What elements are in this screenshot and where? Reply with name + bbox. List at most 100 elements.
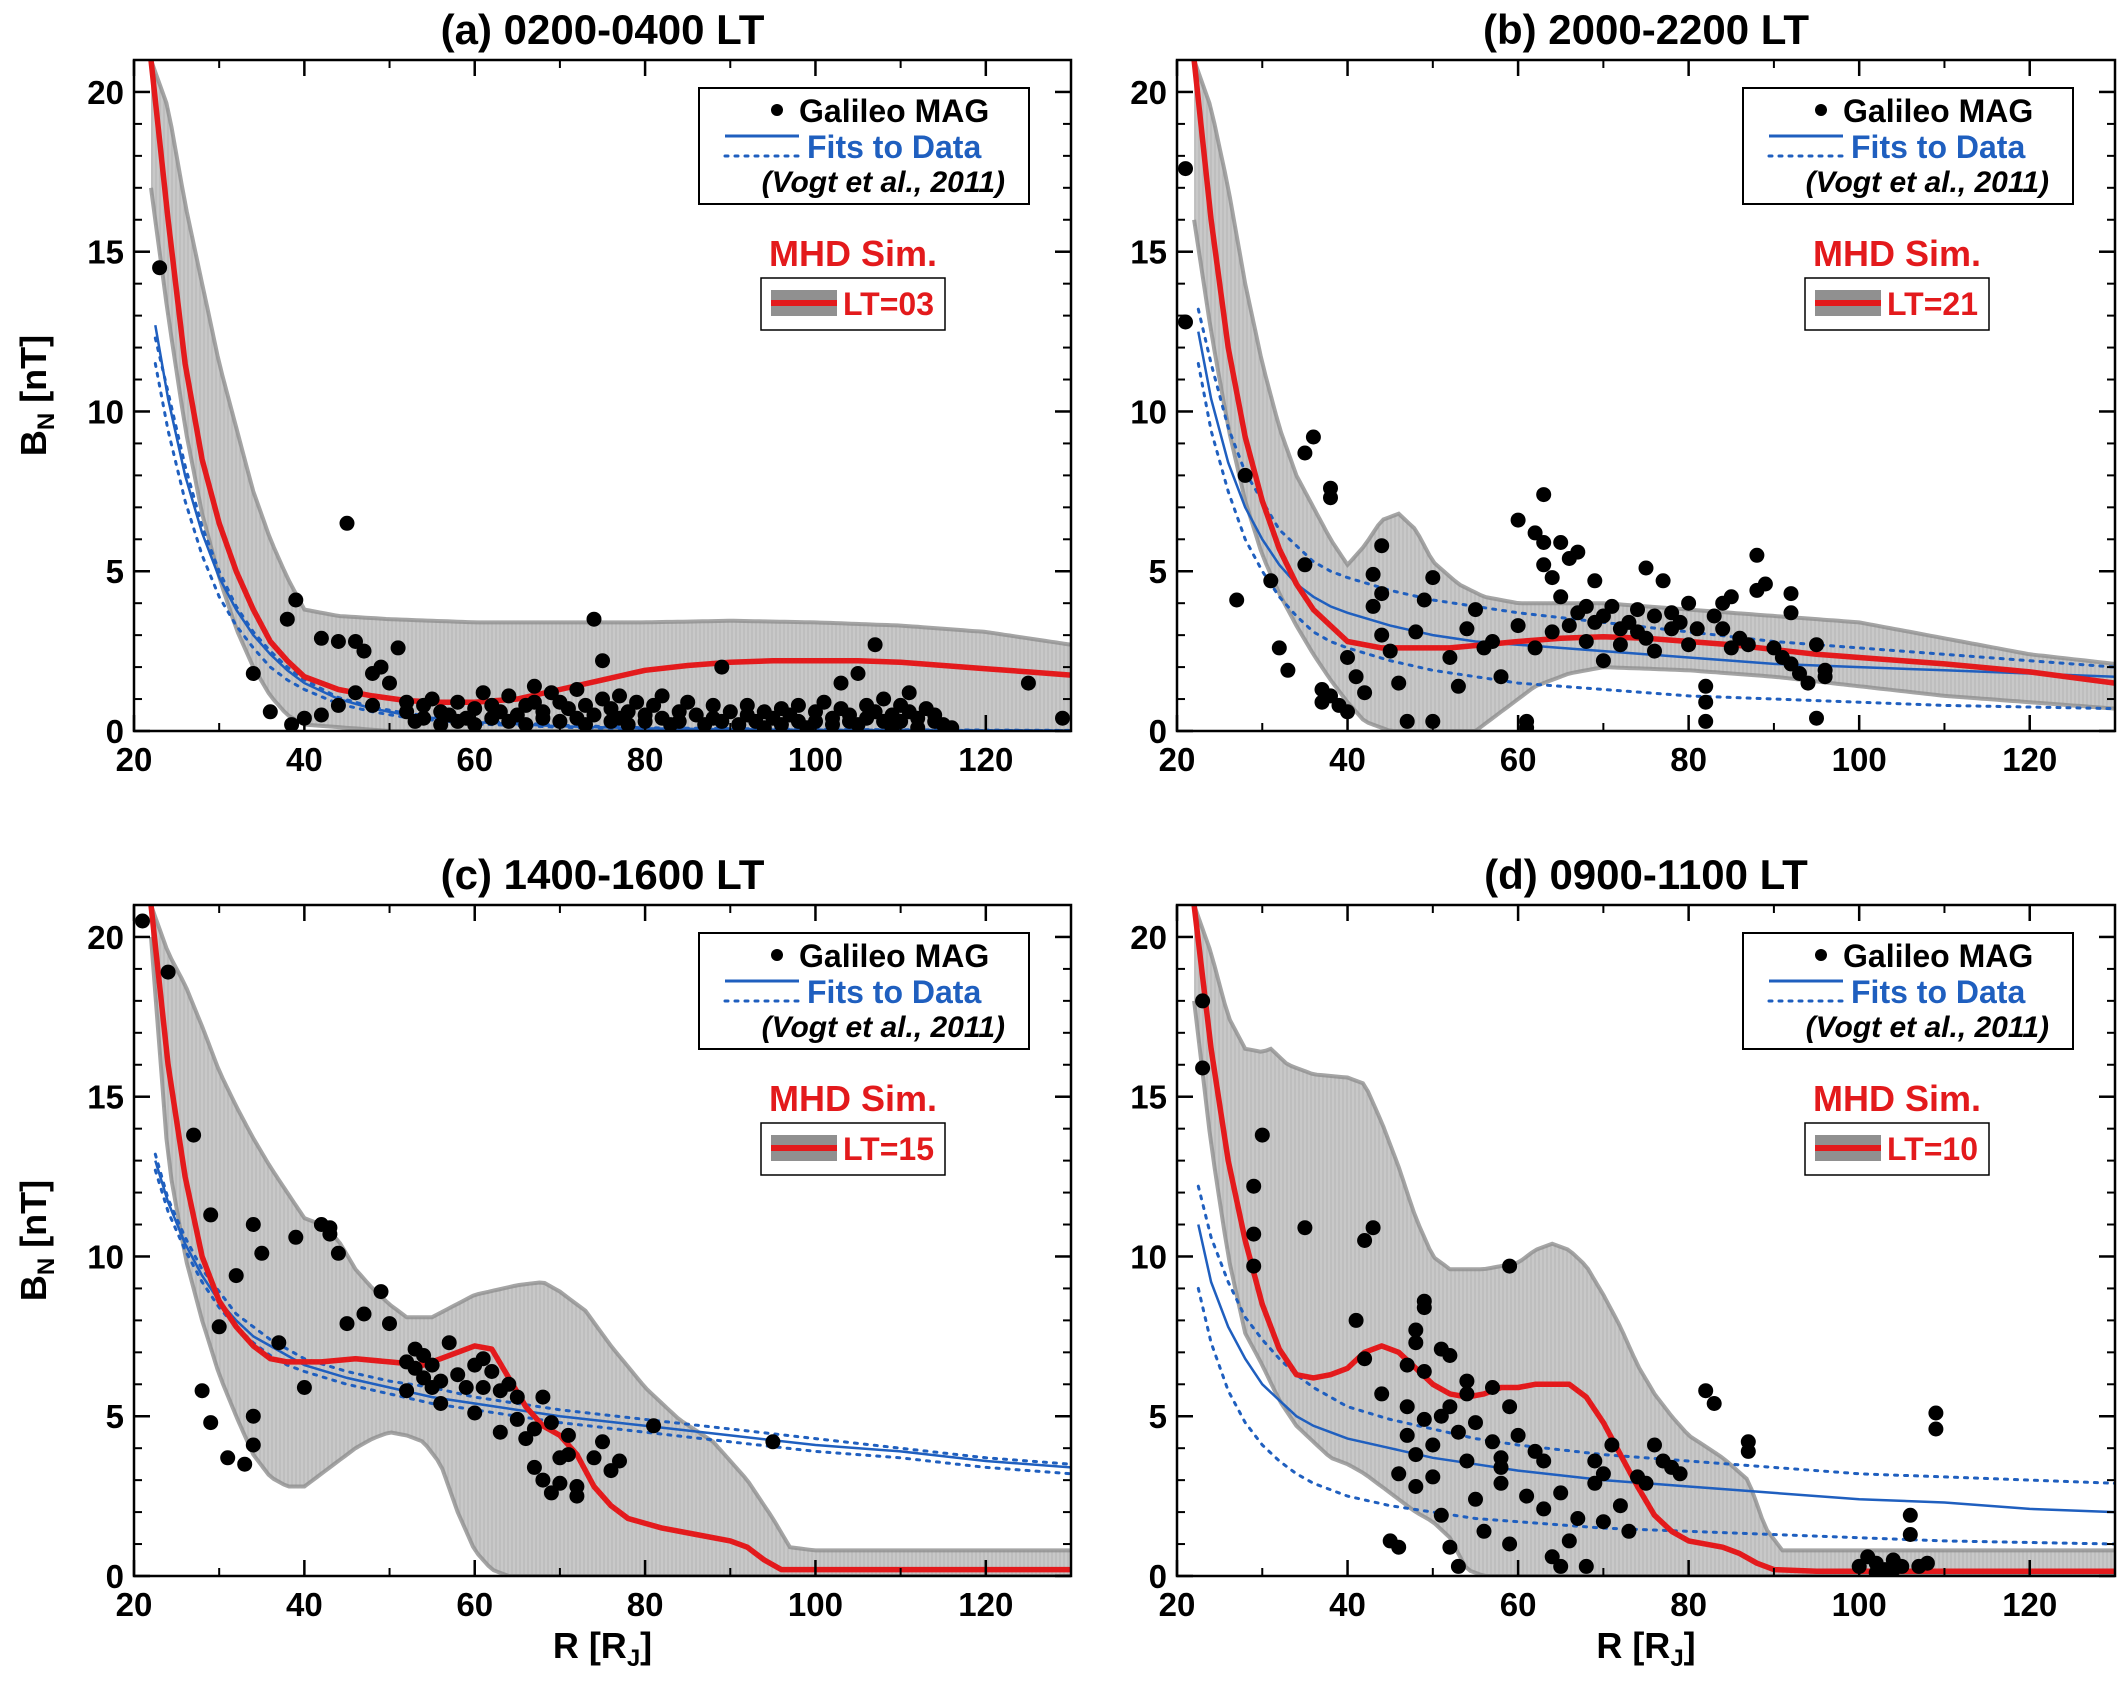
data-point — [262, 704, 278, 720]
data-point — [1757, 576, 1773, 592]
galileo-points — [152, 260, 1070, 731]
data-point — [1416, 1411, 1432, 1427]
data-point — [1553, 589, 1569, 605]
panel-title: (a) 0200-0400 LT — [441, 6, 765, 53]
data-point — [620, 717, 636, 731]
data-point — [739, 697, 755, 713]
data-point — [1365, 598, 1381, 614]
data-point — [1246, 1226, 1262, 1242]
sim-range-lower-edge — [149, 936, 1071, 1576]
data-point — [603, 1463, 619, 1479]
data-point — [1348, 1312, 1364, 1328]
data-point — [416, 1370, 432, 1386]
data-point — [1519, 720, 1535, 731]
data-point — [1510, 618, 1526, 634]
fit-solid-line — [154, 1160, 1071, 1469]
data-point — [1399, 713, 1415, 729]
galileo-points — [1195, 993, 1944, 1576]
y-tick-label: 5 — [1149, 553, 1167, 590]
data-point — [1570, 544, 1586, 560]
legend-citation: (Vogt et al., 2011) — [762, 166, 1005, 199]
data-point — [1919, 1555, 1935, 1571]
data-point — [1672, 1466, 1688, 1482]
mhd-sim-curve — [148, 905, 1071, 1573]
data-point — [680, 694, 696, 710]
data-point — [1340, 704, 1355, 720]
y-tick-label: 20 — [87, 74, 124, 111]
data-point — [1485, 634, 1500, 649]
data-point — [475, 1351, 491, 1367]
sim-range-upper-edge — [1192, 60, 2115, 666]
y-tick-label: 15 — [87, 234, 124, 271]
x-axis-label-close: ] — [640, 1625, 652, 1666]
data-point — [1647, 608, 1662, 624]
data-point — [1450, 1558, 1466, 1574]
x-tick-label: 80 — [627, 1586, 664, 1623]
data-point — [688, 707, 704, 723]
mhd-legend-title: MHD Sim. — [769, 233, 937, 274]
data-point — [543, 1415, 559, 1431]
y-tick-label: 10 — [87, 1238, 124, 1275]
y-tick-label: 5 — [106, 1398, 124, 1435]
x-tick-label: 60 — [1500, 741, 1537, 778]
data-point — [1408, 624, 1424, 640]
data-point — [1570, 1511, 1586, 1526]
data-point — [1510, 1427, 1526, 1443]
y-axis-label-main: B — [13, 1275, 54, 1301]
data-point — [416, 1348, 432, 1363]
data-point — [876, 691, 892, 707]
legend-citation: (Vogt et al., 2011) — [1806, 1011, 2049, 1044]
data-point — [526, 1421, 542, 1437]
data-point — [1442, 650, 1458, 665]
data-point — [284, 717, 300, 731]
data-point — [1706, 1396, 1722, 1411]
data-point — [526, 1459, 542, 1475]
data-point — [1536, 535, 1552, 550]
sim-range-upper-edge — [149, 905, 1071, 1553]
data-point — [1246, 1258, 1262, 1274]
y-tick-label: 0 — [1149, 1558, 1167, 1595]
data-point — [646, 1418, 662, 1434]
y-tick-label: 5 — [1149, 1398, 1167, 1435]
y-tick-label: 5 — [106, 553, 124, 590]
data-point — [1408, 1335, 1424, 1351]
sim-range-band — [1194, 905, 2115, 1576]
data-point — [1902, 1527, 1918, 1542]
data-point — [790, 697, 806, 713]
data-point — [569, 682, 585, 697]
data-point — [1468, 602, 1483, 618]
y-axis-label-sub: N — [33, 1258, 60, 1275]
mhd-legend-lt-label: LT=15 — [843, 1131, 934, 1167]
data-point — [1519, 1488, 1535, 1504]
data-point — [1297, 557, 1313, 573]
data-point — [509, 1389, 525, 1405]
data-point — [526, 694, 542, 710]
fit-lower-dotted-line — [1196, 1286, 2115, 1546]
data-point — [1553, 1558, 1569, 1574]
x-tick-label: 60 — [456, 741, 493, 778]
data-point — [135, 913, 150, 929]
data-point — [1459, 1373, 1475, 1389]
data-point — [1374, 627, 1390, 643]
mhd-legend: MHD Sim. LT=21 — [1804, 233, 1990, 331]
data-point — [654, 688, 670, 704]
legend-point-marker — [771, 104, 783, 116]
mhd-legend-frame — [1804, 1122, 1990, 1176]
x-axis-label-main: R [R — [1596, 1625, 1670, 1666]
plot-frame — [132, 58, 1073, 733]
data-point — [390, 640, 406, 656]
data-point — [1442, 1348, 1458, 1363]
data-point — [1655, 573, 1671, 589]
panel-title: (b) 2000-2200 LT — [1483, 6, 1809, 53]
data-point — [1578, 598, 1594, 614]
data-point — [433, 1396, 449, 1411]
data-point — [578, 697, 593, 713]
data-point — [1450, 678, 1466, 694]
data-point — [433, 1373, 449, 1389]
data-point — [1681, 637, 1697, 653]
data-point — [1578, 634, 1594, 649]
data-point — [1254, 1127, 1270, 1143]
data-point — [1544, 1549, 1560, 1565]
